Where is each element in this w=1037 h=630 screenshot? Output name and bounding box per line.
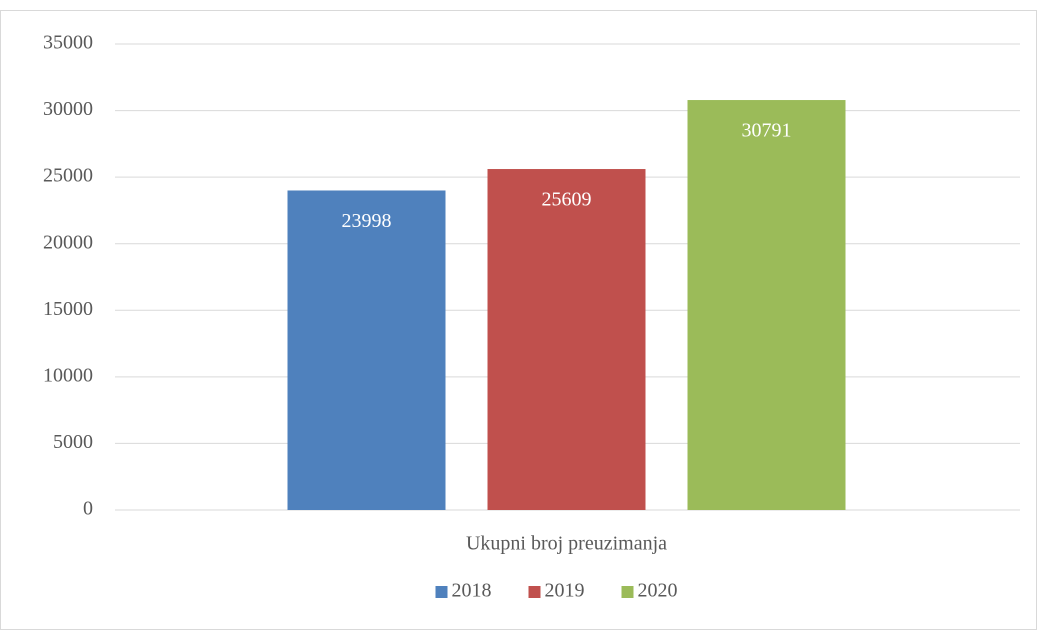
data-label: 23998 <box>342 210 392 232</box>
y-tick-label: 30000 <box>43 98 93 120</box>
x-tick-label: Ukupni broj preuzimanja <box>466 533 667 555</box>
bar <box>487 169 646 510</box>
legend-swatch <box>528 586 541 598</box>
bar <box>287 190 446 510</box>
data-label: 30791 <box>742 120 792 142</box>
y-tick-label: 10000 <box>43 364 93 386</box>
bar <box>687 100 846 510</box>
legend-swatch <box>435 586 448 598</box>
y-tick-label: 35000 <box>43 32 93 54</box>
legend-label: 2020 <box>638 580 678 602</box>
y-tick-label: 20000 <box>43 231 93 253</box>
legend-label: 2018 <box>452 580 492 602</box>
y-tick-label: 25000 <box>43 165 93 187</box>
y-tick-label: 5000 <box>53 431 93 453</box>
legend-swatch <box>621 586 634 598</box>
y-tick-label: 15000 <box>43 298 93 320</box>
y-tick-label: 0 <box>83 498 93 520</box>
data-label: 25609 <box>542 189 592 211</box>
legend-label: 2019 <box>545 580 585 602</box>
